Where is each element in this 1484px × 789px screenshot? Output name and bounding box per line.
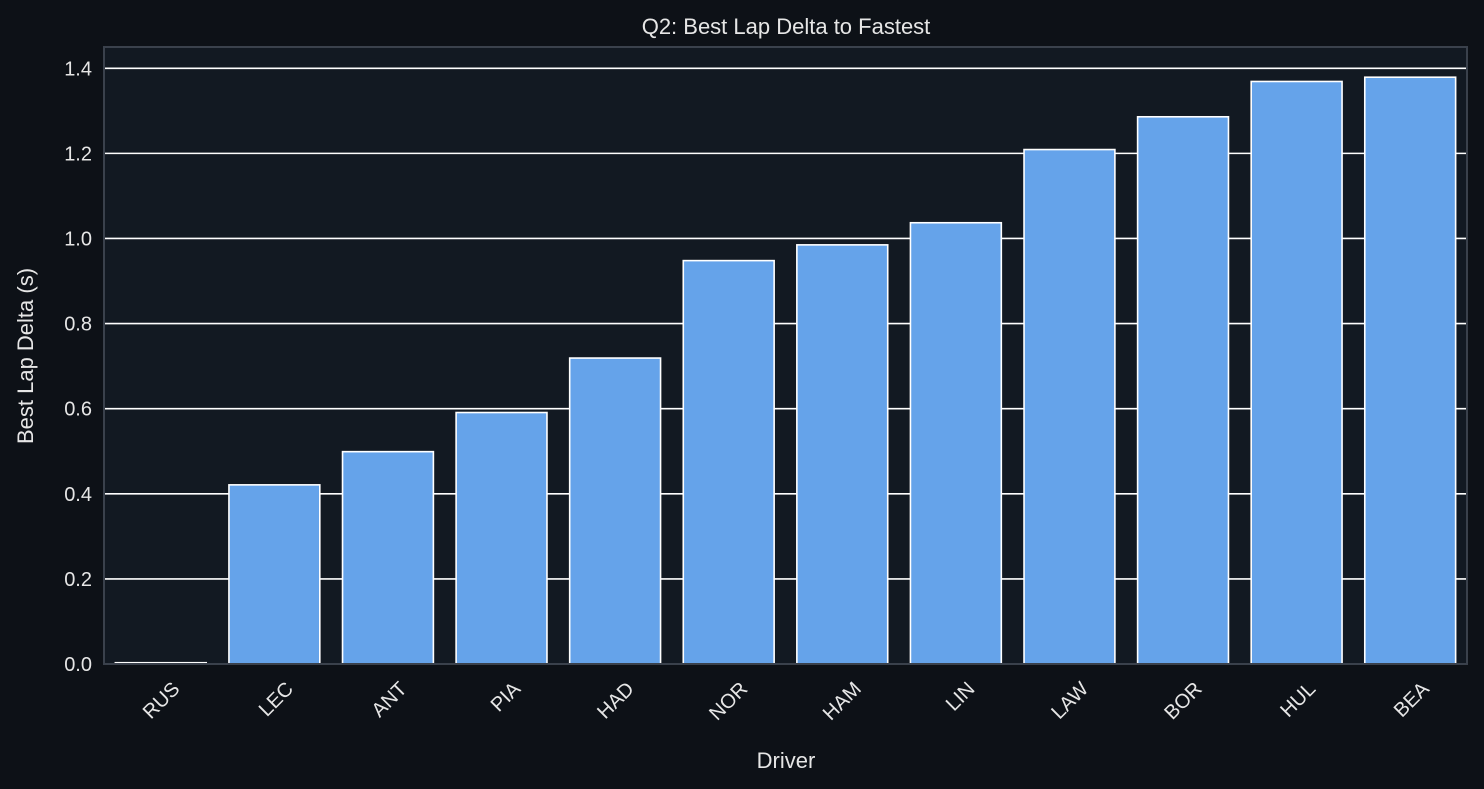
x-tick-label: PIA: [487, 678, 526, 717]
y-tick-label: 0.4: [64, 484, 92, 506]
x-tick-label: LIN: [942, 678, 980, 716]
y-tick-label: 0.2: [64, 569, 92, 591]
y-axis-label: Best Lap Delta (s): [13, 268, 38, 444]
x-tick-label: BEA: [1390, 678, 1434, 722]
x-tick-label: BOR: [1160, 678, 1206, 724]
chart-title: Q2: Best Lap Delta to Fastest: [642, 14, 931, 39]
bar-nor: [682, 259, 775, 665]
y-tick-label: 1.0: [64, 228, 92, 250]
x-tick-label: HAD: [593, 678, 638, 723]
plot-area: [104, 47, 1467, 664]
bar-bea: [1363, 76, 1457, 665]
y-axis-ticks: 0.0 0.2 0.4 0.6 0.8 1.0 1.2 1.4: [64, 58, 92, 676]
bar-bor: [1136, 115, 1230, 665]
x-axis-label: Driver: [757, 748, 816, 773]
x-tick-label: ANT: [368, 678, 412, 722]
y-tick-label: 0.0: [64, 654, 92, 676]
bar-law: [1023, 148, 1116, 665]
bar-had: [568, 357, 662, 665]
y-tick-label: 0.8: [64, 314, 92, 336]
bar-hul: [1250, 80, 1343, 665]
y-tick-label: 0.6: [64, 399, 92, 421]
x-axis-ticks: RUS LEC ANT PIA HAD NOR HAM LIN LAW BOR HUL BEA: [139, 678, 1434, 725]
y-tick-label: 1.2: [64, 143, 92, 165]
y-tick-label: 1.4: [64, 58, 92, 80]
x-tick-label: HUL: [1276, 678, 1320, 722]
bar-ham: [796, 244, 889, 665]
x-tick-label: LEC: [255, 678, 298, 721]
plot-frame: [103, 46, 1468, 665]
bar-ant: [341, 450, 435, 665]
bar-lec: [228, 484, 321, 665]
x-tick-label: NOR: [705, 678, 752, 725]
grid-lines: [104, 67, 1467, 580]
x-tick-label: RUS: [139, 678, 184, 723]
x-tick-label: HAM: [819, 678, 866, 725]
x-tick-label: LAW: [1047, 678, 1093, 724]
bars: [114, 76, 1457, 665]
bar-lin: [909, 221, 1003, 665]
bar-pia: [455, 411, 548, 665]
